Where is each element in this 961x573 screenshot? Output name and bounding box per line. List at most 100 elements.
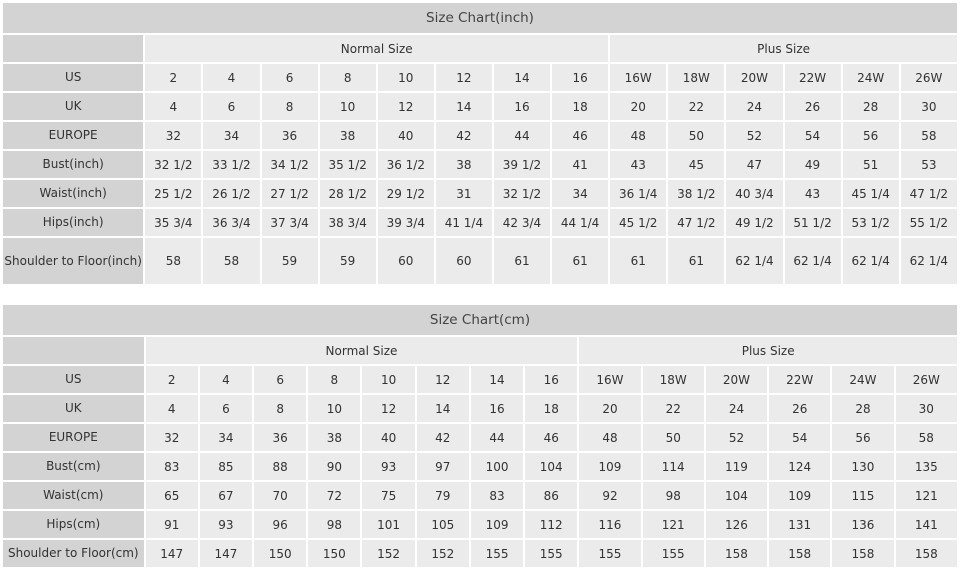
table-cell: 50 xyxy=(642,424,704,451)
table-cell: 59 xyxy=(261,238,318,284)
table-cell: 34 xyxy=(203,122,260,149)
table-cell: 16 xyxy=(493,93,551,120)
table-cell: 46 xyxy=(525,424,578,451)
table-cell: 124 xyxy=(769,453,831,480)
table-cell: 52 xyxy=(705,424,768,451)
table-cell: 86 xyxy=(525,482,578,509)
table-row: US 2 4 6 8 10 12 14 16 16W 18W 20W 22W 24W 26W xyxy=(3,64,957,91)
table-cell: 54 xyxy=(769,424,831,451)
table-cell: 16W xyxy=(579,366,641,393)
table-cell: 49 1/2 xyxy=(726,209,783,236)
table-cell: 61 xyxy=(668,238,725,284)
table-cell: 109 xyxy=(579,453,641,480)
table-cell: 109 xyxy=(769,482,831,509)
table-cell: 158 xyxy=(832,540,894,567)
table-cell: 20W xyxy=(705,366,768,393)
table-cell: 32 xyxy=(145,122,202,149)
table-cell: 4 xyxy=(145,93,202,120)
table-row: Hips(cm) 91 93 96 98 101 105 109 112 116 121 126 131… xyxy=(3,511,957,538)
table-cell: 32 xyxy=(145,424,198,451)
table-cell: 10 xyxy=(362,366,415,393)
table-cell: 60 xyxy=(435,238,492,284)
table-cell: 41 1/4 xyxy=(435,209,492,236)
group-header-plus: Plus Size xyxy=(579,337,957,364)
table-title: Size Chart(cm) xyxy=(3,305,957,335)
table-cell: 58 xyxy=(145,238,202,284)
table-cell: 47 xyxy=(726,151,783,178)
table-cell: 61 xyxy=(493,238,551,284)
row-label: Shoulder to Floor(cm) xyxy=(3,540,144,567)
row-label: US xyxy=(3,64,144,91)
row-label: UK xyxy=(3,93,144,120)
table-cell: 51 xyxy=(842,151,899,178)
table-cell: 38 xyxy=(435,151,492,178)
table-cell: 14 xyxy=(435,93,492,120)
table-cell: 34 1/2 xyxy=(261,151,318,178)
table-title: Size Chart(inch) xyxy=(3,3,957,33)
table-cell: 43 xyxy=(784,180,841,207)
group-header-plus: Plus Size xyxy=(610,35,957,62)
table-cell: 36 xyxy=(254,424,307,451)
table-cell: 121 xyxy=(642,511,704,538)
table-cell: 150 xyxy=(308,540,361,567)
table-cell: 26W xyxy=(900,64,957,91)
table-row: UK 4 6 8 10 12 14 16 18 20 22 24 26 28 30 xyxy=(3,93,957,120)
row-label: Hips(inch) xyxy=(3,209,144,236)
table-cell: 155 xyxy=(642,540,704,567)
table-cell: 37 3/4 xyxy=(261,209,318,236)
table-cell: 12 xyxy=(362,395,415,422)
table-cell: 56 xyxy=(842,122,899,149)
size-table: Size Chart(cm) Normal Size Plus Size US 2 4 6 8… xyxy=(1,303,959,569)
table-cell: 126 xyxy=(705,511,768,538)
table-cell: 60 xyxy=(377,238,434,284)
table-cell: 20 xyxy=(610,93,667,120)
table-cell: 31 xyxy=(435,180,492,207)
row-label: EUROPE xyxy=(3,122,144,149)
table-cell: 39 1/2 xyxy=(493,151,551,178)
corner-cell xyxy=(3,337,144,364)
table-cell: 65 xyxy=(145,482,198,509)
table-cell: 70 xyxy=(254,482,307,509)
table-cell: 45 1/2 xyxy=(610,209,667,236)
table-cell: 35 1/2 xyxy=(319,151,376,178)
table-row: EUROPE 32 34 36 38 40 42 44 46 48 50 52 54 56 58 xyxy=(3,122,957,149)
table-cell: 29 1/2 xyxy=(377,180,434,207)
table-row: Shoulder to Floor(cm) 147 147 150 150 152 152 1… xyxy=(3,540,957,567)
table-cell: 25 1/2 xyxy=(145,180,202,207)
table-cell: 40 xyxy=(362,424,415,451)
table-row: Waist(inch) 25 1/2 26 1/2 27 1/2 28 1/2 29 1/… xyxy=(3,180,957,207)
table-cell: 62 1/4 xyxy=(842,238,899,284)
size-chart-inch: Size Chart(inch) Normal Size Plus Size US 2 4… xyxy=(1,1,959,286)
table-cell: 36 1/2 xyxy=(377,151,434,178)
table-cell: 45 xyxy=(668,151,725,178)
table-row: Bust(cm) 83 85 88 90 93 97 100 104 109 114 119 124 13… xyxy=(3,453,957,480)
table-cell: 18W xyxy=(668,64,725,91)
table-cell: 85 xyxy=(199,453,253,480)
table-cell: 101 xyxy=(362,511,415,538)
table-cell: 24W xyxy=(832,366,894,393)
table-cell: 98 xyxy=(642,482,704,509)
row-label: Waist(inch) xyxy=(3,180,144,207)
table-cell: 26W xyxy=(895,366,957,393)
table-cell: 109 xyxy=(470,511,524,538)
table-cell: 141 xyxy=(895,511,957,538)
row-label: Hips(cm) xyxy=(3,511,144,538)
table-row: US 2 4 6 8 10 12 14 16 16W 18W 20W 22W 24W 26W xyxy=(3,366,957,393)
table-cell: 93 xyxy=(199,511,253,538)
table-cell: 49 xyxy=(784,151,841,178)
table-cell: 8 xyxy=(261,93,318,120)
table-cell: 18 xyxy=(525,395,578,422)
row-label: Bust(cm) xyxy=(3,453,144,480)
table-cell: 8 xyxy=(319,64,376,91)
row-label: EUROPE xyxy=(3,424,144,451)
table-cell: 42 xyxy=(435,122,492,149)
table-cell: 116 xyxy=(579,511,641,538)
table-cell: 131 xyxy=(769,511,831,538)
table-cell: 72 xyxy=(308,482,361,509)
table-cell: 22 xyxy=(642,395,704,422)
table-cell: 155 xyxy=(525,540,578,567)
title-row: Size Chart(inch) xyxy=(3,3,957,33)
table-cell: 152 xyxy=(362,540,415,567)
group-header-row: Normal Size Plus Size xyxy=(3,35,957,62)
table-cell: 36 xyxy=(261,122,318,149)
